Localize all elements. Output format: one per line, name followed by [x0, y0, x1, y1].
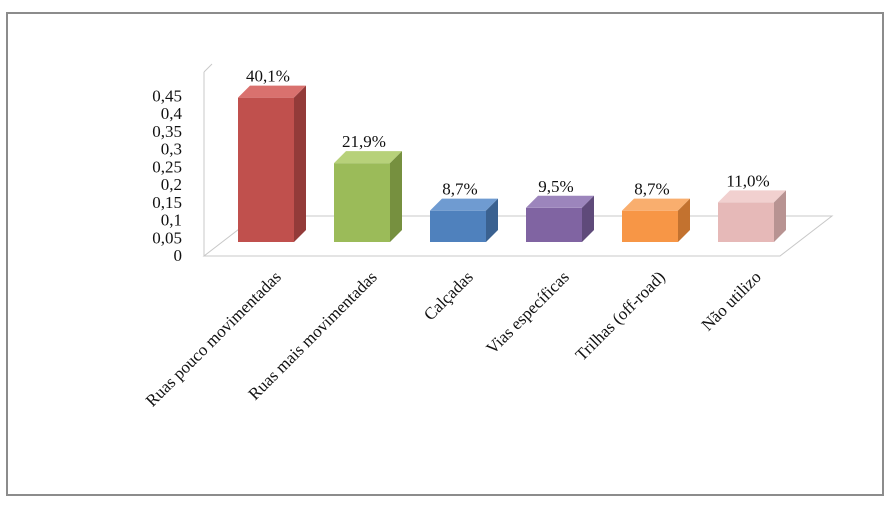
bar-3 [430, 198, 498, 242]
axis-group: 00,050,10,150,20,250,30,350,40,45 [152, 63, 834, 265]
bar-side [774, 190, 786, 242]
y-tick-label: 0,05 [152, 228, 182, 247]
y-tick-label: 0,4 [161, 104, 183, 123]
bar-front [622, 210, 678, 242]
bar-front [718, 202, 774, 242]
data-label: 21,9% [342, 132, 386, 151]
category-label: Vias específicas [482, 267, 572, 357]
bar-top [430, 198, 498, 211]
category-label: Não utilizo [698, 267, 765, 334]
bar-top [718, 190, 786, 203]
data-label: 11,0% [726, 171, 769, 190]
bar-top [526, 195, 594, 208]
bar-top [238, 85, 306, 98]
bar-side [486, 198, 498, 242]
bar-top [334, 151, 402, 164]
bar-front [430, 210, 486, 242]
bar-side [294, 85, 306, 242]
bar-6 [718, 190, 786, 242]
category-label: Trilhas (off-road) [572, 267, 669, 364]
data-label: 40,1% [246, 67, 290, 86]
bar-top [622, 198, 690, 211]
data-label: 8,7% [634, 180, 669, 199]
y-tick-label: 0 [174, 246, 183, 265]
bar-front [238, 97, 294, 242]
bar-chart: 00,050,10,150,20,250,30,350,40,45 40,1%R… [142, 63, 834, 410]
y-tick-label: 0,1 [161, 211, 182, 230]
y-axis-depth [203, 63, 213, 73]
bars-group [238, 85, 786, 242]
bar-side [582, 195, 594, 242]
y-tick-label: 0,3 [161, 140, 182, 159]
bar-2 [334, 151, 402, 242]
category-label: Calçadas [420, 267, 477, 324]
y-tick-label: 0,2 [161, 175, 182, 194]
bar-front [526, 207, 582, 242]
y-tick-label: 0,25 [152, 157, 182, 176]
y-tick-label: 0,15 [152, 193, 182, 212]
data-label: 9,5% [538, 177, 573, 196]
bar-side [390, 151, 402, 242]
y-tick-label: 0,35 [152, 122, 182, 141]
bar-front [334, 163, 390, 242]
bar-4 [526, 195, 594, 242]
bar-5 [622, 198, 690, 242]
data-label: 8,7% [442, 180, 477, 199]
y-tick-label: 0,45 [152, 86, 182, 105]
bar-1 [238, 85, 306, 242]
bar-side [678, 198, 690, 242]
chart-frame: 0 0,05 0,1 0,15 0,2 0,25 0,3 0,35 0,4 0,45 40,1% R… [6, 12, 884, 496]
